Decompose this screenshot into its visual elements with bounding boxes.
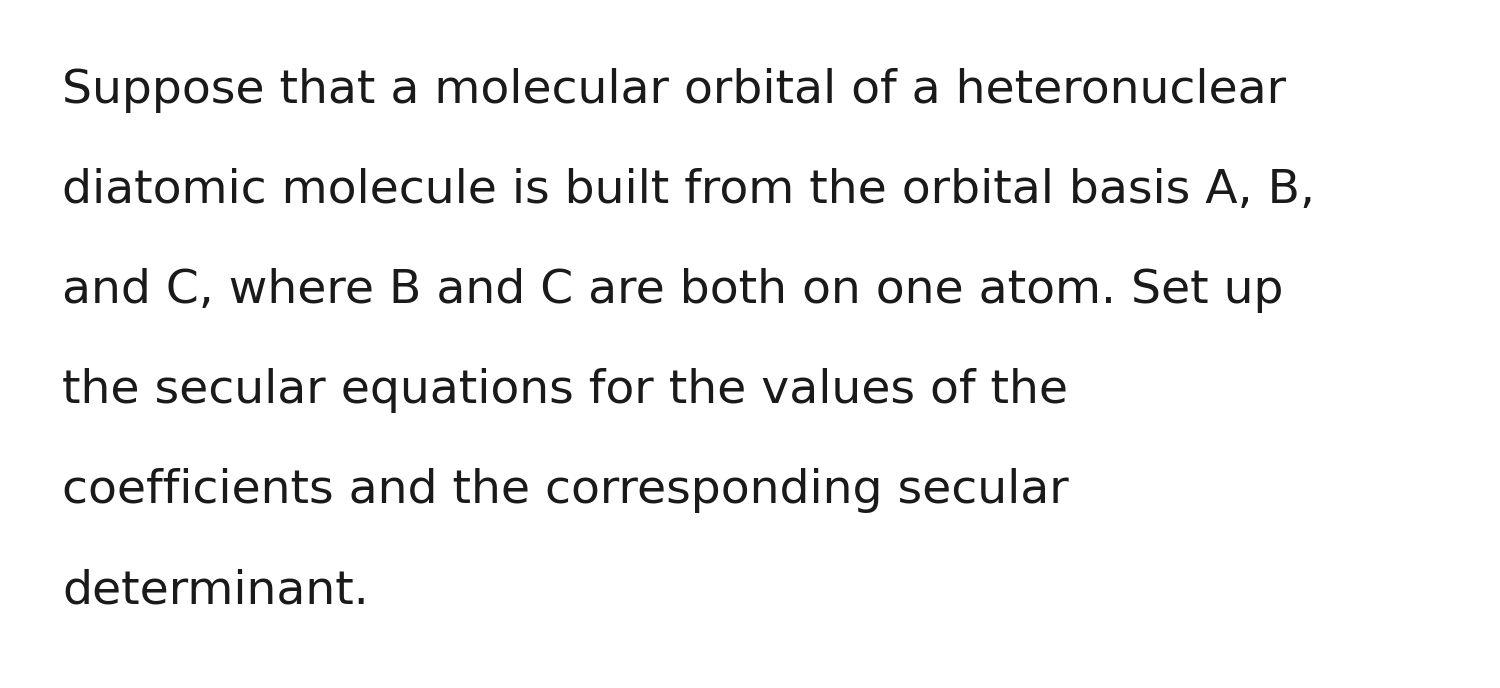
Text: the secular equations for the values of the: the secular equations for the values of … [62, 368, 1068, 413]
Text: and C, where B and C are both on one atom. Set up: and C, where B and C are both on one ato… [62, 268, 1284, 313]
Text: diatomic molecule is built from the orbital basis A, B,: diatomic molecule is built from the orbi… [62, 168, 1316, 213]
Text: coefficients and the corresponding secular: coefficients and the corresponding secul… [62, 468, 1068, 513]
Text: determinant.: determinant. [62, 568, 369, 613]
Text: Suppose that a molecular orbital of a heteronuclear: Suppose that a molecular orbital of a he… [62, 68, 1286, 113]
